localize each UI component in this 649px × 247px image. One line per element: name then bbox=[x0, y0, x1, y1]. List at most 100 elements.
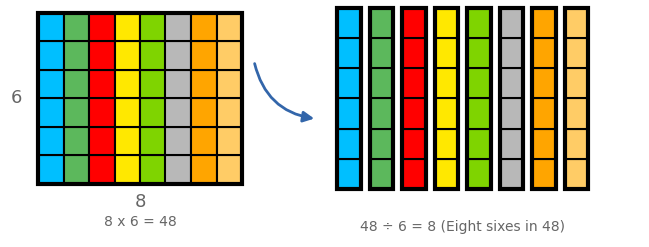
Bar bbox=[369, 129, 393, 159]
Bar bbox=[402, 38, 426, 68]
Bar bbox=[434, 8, 458, 38]
Bar bbox=[500, 99, 523, 129]
Bar bbox=[165, 99, 191, 127]
Bar bbox=[402, 129, 426, 159]
Bar bbox=[337, 159, 360, 189]
Bar bbox=[191, 70, 217, 99]
Bar bbox=[114, 13, 140, 41]
Bar bbox=[89, 156, 114, 184]
Bar bbox=[114, 41, 140, 70]
Bar bbox=[165, 13, 191, 41]
Bar bbox=[64, 99, 89, 127]
Bar bbox=[140, 41, 165, 70]
Bar bbox=[467, 159, 491, 189]
Bar bbox=[467, 38, 491, 68]
Bar bbox=[532, 8, 556, 189]
Bar bbox=[217, 156, 242, 184]
Bar bbox=[500, 38, 523, 68]
Bar bbox=[217, 70, 242, 99]
Bar bbox=[434, 99, 458, 129]
Bar bbox=[217, 127, 242, 156]
Bar bbox=[434, 8, 458, 189]
Bar bbox=[64, 41, 89, 70]
Bar bbox=[434, 38, 458, 68]
Bar bbox=[467, 68, 491, 99]
Bar bbox=[217, 99, 242, 127]
Bar bbox=[191, 156, 217, 184]
Bar bbox=[64, 127, 89, 156]
Bar bbox=[89, 70, 114, 99]
Bar bbox=[337, 8, 360, 189]
Bar bbox=[64, 156, 89, 184]
Bar bbox=[565, 8, 588, 189]
Bar bbox=[500, 68, 523, 99]
Bar bbox=[337, 99, 360, 129]
Bar bbox=[532, 68, 556, 99]
Bar bbox=[369, 159, 393, 189]
Bar bbox=[500, 159, 523, 189]
Bar bbox=[89, 41, 114, 70]
Bar bbox=[114, 127, 140, 156]
Bar bbox=[369, 68, 393, 99]
Bar bbox=[89, 99, 114, 127]
Bar bbox=[337, 38, 360, 68]
Bar bbox=[165, 70, 191, 99]
Bar bbox=[217, 41, 242, 70]
Bar bbox=[402, 159, 426, 189]
Bar bbox=[38, 156, 64, 184]
Bar bbox=[114, 99, 140, 127]
Bar bbox=[38, 13, 64, 41]
Bar bbox=[467, 8, 491, 189]
Bar bbox=[369, 8, 393, 189]
Bar bbox=[402, 8, 426, 38]
Bar bbox=[64, 70, 89, 99]
Bar bbox=[565, 8, 588, 38]
Bar bbox=[38, 13, 242, 184]
Bar bbox=[191, 127, 217, 156]
Bar bbox=[369, 38, 393, 68]
Bar bbox=[369, 99, 393, 129]
Bar bbox=[140, 13, 165, 41]
Bar bbox=[165, 127, 191, 156]
Bar bbox=[38, 99, 64, 127]
Bar bbox=[369, 8, 393, 38]
Bar bbox=[140, 156, 165, 184]
Bar bbox=[337, 129, 360, 159]
Bar bbox=[337, 8, 360, 38]
Bar bbox=[434, 68, 458, 99]
Bar bbox=[114, 70, 140, 99]
Bar bbox=[467, 129, 491, 159]
Bar bbox=[565, 38, 588, 68]
Bar bbox=[467, 8, 491, 38]
Bar bbox=[217, 13, 242, 41]
Bar bbox=[402, 99, 426, 129]
Bar bbox=[38, 70, 64, 99]
Bar bbox=[165, 156, 191, 184]
Bar bbox=[532, 8, 556, 38]
Bar bbox=[337, 68, 360, 99]
Bar bbox=[140, 127, 165, 156]
Bar bbox=[165, 41, 191, 70]
Bar bbox=[565, 68, 588, 99]
Text: 48 ÷ 6 = 8 (Eight sixes in 48): 48 ÷ 6 = 8 (Eight sixes in 48) bbox=[360, 220, 565, 234]
Bar bbox=[114, 156, 140, 184]
Bar bbox=[565, 99, 588, 129]
Bar bbox=[38, 41, 64, 70]
Bar bbox=[565, 129, 588, 159]
Bar bbox=[565, 159, 588, 189]
Bar bbox=[434, 129, 458, 159]
Bar bbox=[140, 70, 165, 99]
Text: 8: 8 bbox=[134, 193, 145, 211]
Bar bbox=[64, 13, 89, 41]
Bar bbox=[532, 129, 556, 159]
Bar bbox=[500, 129, 523, 159]
Bar bbox=[532, 99, 556, 129]
Bar bbox=[402, 68, 426, 99]
Text: 6: 6 bbox=[10, 89, 21, 107]
Bar bbox=[500, 8, 523, 189]
Bar bbox=[532, 38, 556, 68]
Bar bbox=[191, 13, 217, 41]
Text: 8 x 6 = 48: 8 x 6 = 48 bbox=[104, 215, 177, 229]
Bar bbox=[89, 127, 114, 156]
Bar bbox=[500, 8, 523, 38]
